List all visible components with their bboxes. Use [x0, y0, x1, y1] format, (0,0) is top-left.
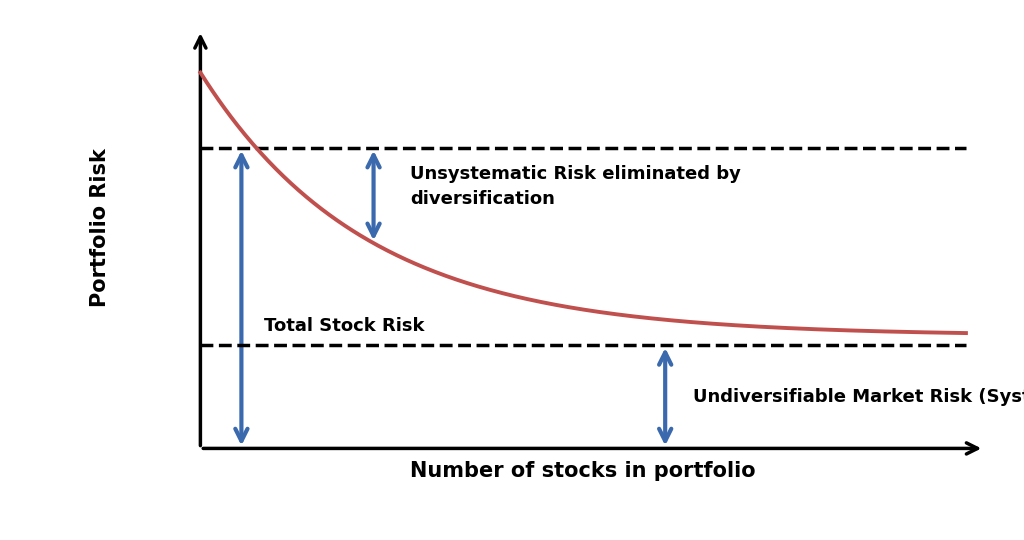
Text: Unsystematic Risk eliminated by
diversification: Unsystematic Risk eliminated by diversif… [410, 165, 741, 207]
Text: Number of stocks in portfolio: Number of stocks in portfolio [411, 461, 756, 481]
Text: Undiversifiable Market Risk (Systematic Risk): Undiversifiable Market Risk (Systematic … [692, 388, 1024, 406]
Text: Total Stock Risk: Total Stock Risk [264, 318, 425, 335]
Text: Portfolio Risk: Portfolio Risk [90, 148, 111, 307]
